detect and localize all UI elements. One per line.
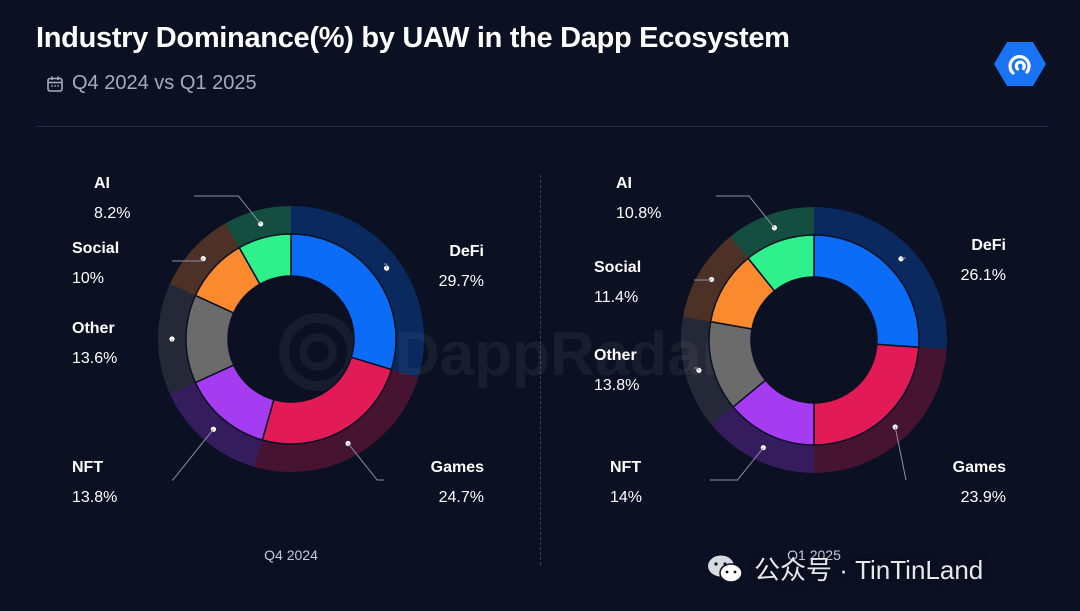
- halo-games: [254, 369, 419, 472]
- donut-chart-1: DeFi 29.7% Games 24.7% NFT 13.8% Other 13.6% Soc…: [72, 175, 484, 563]
- label-name-other: Other: [594, 347, 637, 364]
- label-name-other: Other: [72, 320, 115, 337]
- label-name-nft: NFT: [610, 459, 641, 476]
- slice-games: [261, 356, 393, 445]
- leader-line-social: [694, 279, 712, 281]
- label-value-defi: 29.7%: [439, 273, 484, 290]
- label-name-ai: AI: [616, 175, 632, 192]
- halo-ai: [225, 206, 291, 248]
- label-name-games: Games: [953, 459, 1006, 476]
- label-name-ai: AI: [94, 175, 110, 192]
- halo-nft: [711, 406, 814, 473]
- leader-line-defi: [900, 257, 906, 260]
- calendar-icon: [47, 76, 63, 92]
- label-value-social: 11.4%: [594, 289, 638, 306]
- credit-overlay: 公众号 · TinTinLand: [706, 550, 983, 587]
- leader-line-nft: [172, 428, 214, 481]
- leader-line-games: [347, 443, 384, 481]
- slice-defi: [813, 234, 920, 349]
- label-value-other: 13.6%: [72, 350, 117, 367]
- label-value-games: 24.7%: [439, 489, 484, 506]
- leader-dot-social: [708, 276, 715, 283]
- watermark: DappRadar: [279, 313, 726, 391]
- donut-chart-2: DeFi 26.1% Games 23.9% NFT 14% Other 13.8% Socia…: [594, 175, 1006, 563]
- chart-caption-1: Q4 2024: [264, 547, 318, 563]
- label-name-nft: NFT: [72, 459, 103, 476]
- label-value-games: 23.9%: [961, 489, 1006, 506]
- halo-other: [680, 316, 734, 425]
- label-name-defi: DeFi: [971, 237, 1006, 254]
- chart-separator: [540, 175, 541, 565]
- label-name-social: Social: [72, 240, 119, 257]
- slice-ai: [238, 233, 292, 286]
- credit-text: 公众号 · TinTinLand: [754, 555, 984, 585]
- halo-social: [683, 236, 749, 322]
- dappradar-logo-icon: [994, 42, 1046, 86]
- chart-caption-2: Q1 2025: [787, 547, 841, 563]
- leader-line-games: [894, 426, 907, 481]
- halo-games: [814, 347, 947, 473]
- label-value-nft: 13.8%: [72, 489, 117, 506]
- label-name-social: Social: [594, 259, 641, 276]
- leader-line-other: [694, 367, 700, 371]
- halo-nft: [169, 382, 263, 467]
- slice-defi: [290, 233, 397, 371]
- leader-line-social: [172, 258, 204, 262]
- label-value-ai: 8.2%: [94, 205, 130, 222]
- label-value-defi: 26.1%: [961, 267, 1006, 284]
- label-name-defi: DeFi: [449, 243, 484, 260]
- label-value-ai: 10.8%: [616, 205, 661, 222]
- label-name-games: Games: [431, 459, 484, 476]
- halo-ai: [730, 207, 814, 259]
- header-divider: [36, 126, 1048, 127]
- watermark-text: DappRadar: [395, 320, 726, 389]
- halo-defi: [814, 207, 947, 350]
- halo-defi: [291, 206, 425, 378]
- leader-line-nft: [710, 447, 764, 481]
- slice-ai: [747, 234, 815, 293]
- label-value-nft: 14%: [610, 489, 642, 506]
- period-subtitle: Q4 2024 vs Q1 2025: [46, 72, 257, 95]
- leader-line-ai: [194, 195, 262, 225]
- chart-title: Industry Dominance(%) by UAW in the Dapp…: [36, 22, 790, 54]
- label-value-social: 10%: [72, 270, 104, 287]
- label-value-other: 13.8%: [594, 377, 639, 394]
- wechat-icon: [708, 555, 743, 583]
- leader-line-ai: [716, 195, 775, 229]
- halo-other: [158, 283, 196, 395]
- subtitle-text: Q4 2024 vs Q1 2025: [72, 72, 257, 94]
- leader-line-defi: [384, 263, 388, 269]
